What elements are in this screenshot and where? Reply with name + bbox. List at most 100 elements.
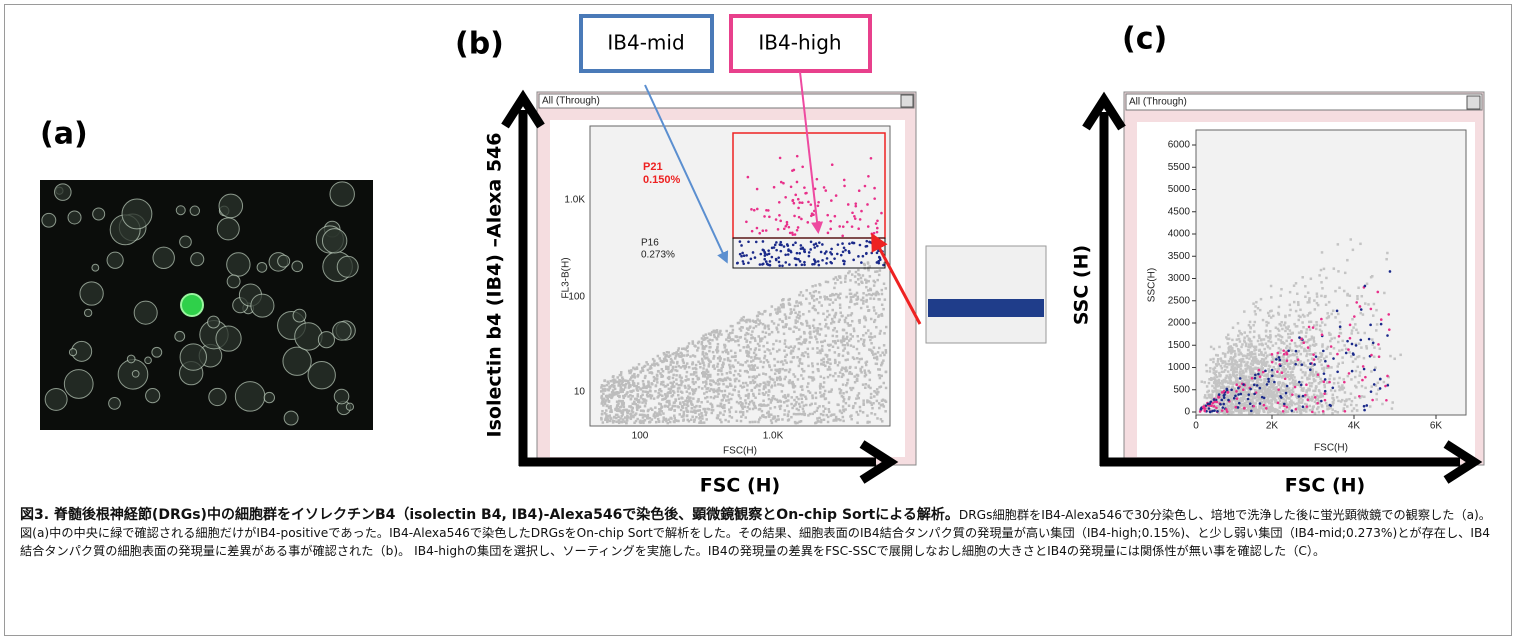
event [1252,359,1255,362]
event-mid [840,254,843,257]
event [635,412,638,415]
event [719,378,722,381]
event [885,326,888,329]
event-high [1355,301,1358,304]
event [1242,375,1245,378]
event [664,405,667,408]
dropdown-button[interactable] [901,95,913,107]
event-high [1302,341,1305,344]
event [767,384,770,387]
event [829,344,832,347]
event-mid [775,259,778,262]
event [709,374,712,377]
event [693,344,696,347]
menu-highlight [928,299,1044,317]
event [785,326,788,329]
event [680,390,683,393]
event [1296,356,1299,359]
event [1304,371,1307,374]
event [1211,390,1214,393]
event [658,408,661,411]
event [823,377,826,380]
event-high [1327,365,1330,368]
event-high [798,216,801,219]
event-high [790,185,793,188]
cell [64,370,93,399]
event [785,316,788,319]
event [772,348,775,351]
event [794,375,797,378]
event-high [1320,318,1323,321]
cell [219,194,243,218]
event [1357,381,1360,384]
event [686,390,689,393]
event [629,390,632,393]
event [609,407,612,410]
event [829,368,832,371]
event [684,365,687,368]
event [793,399,796,402]
event [1362,313,1365,316]
event [1298,350,1301,353]
event [687,354,690,357]
event-mid [1261,396,1264,399]
event [1245,387,1248,390]
cell [227,275,240,288]
event-high [846,221,849,224]
y-tick-label: 3500 [1168,251,1191,262]
event [1319,381,1322,384]
event [1279,391,1282,394]
event [869,402,872,405]
event [1270,296,1273,299]
event [870,332,873,335]
event [635,403,638,406]
event [1264,351,1267,354]
cell-positive [181,294,203,316]
event [873,284,876,287]
event [1215,371,1218,374]
event [739,401,742,404]
event [885,371,888,374]
event [726,372,729,375]
event [1286,376,1289,379]
event [783,413,786,416]
event-high [750,208,753,211]
event [815,338,818,341]
event [645,361,648,364]
event [746,346,749,349]
event [1228,394,1231,397]
event [745,340,748,343]
event [763,361,766,364]
event [762,372,765,375]
event [794,403,797,406]
event [659,388,662,391]
event-mid [742,260,745,263]
event-high [1297,358,1300,361]
event [821,345,824,348]
event [1230,412,1233,415]
event [1359,312,1362,315]
event-high [765,209,768,212]
y-axis-title: SSC(H) [1147,268,1158,302]
event [1301,409,1304,412]
event [616,376,619,379]
event [736,419,739,422]
event [1287,410,1290,413]
event [1248,412,1251,415]
event-mid [859,244,862,247]
event [845,337,848,340]
event-mid [1287,349,1290,352]
event-mid [1379,378,1382,381]
legend-label: IB4-mid [607,31,684,55]
event-mid [1264,370,1267,373]
event-mid [808,251,811,254]
event [1288,397,1291,400]
event [829,294,832,297]
event [1230,376,1233,379]
event [1329,352,1332,355]
event [715,382,718,385]
dropdown-button[interactable] [1467,96,1480,109]
event [1348,398,1351,401]
event-high [793,215,796,218]
event [875,326,878,329]
